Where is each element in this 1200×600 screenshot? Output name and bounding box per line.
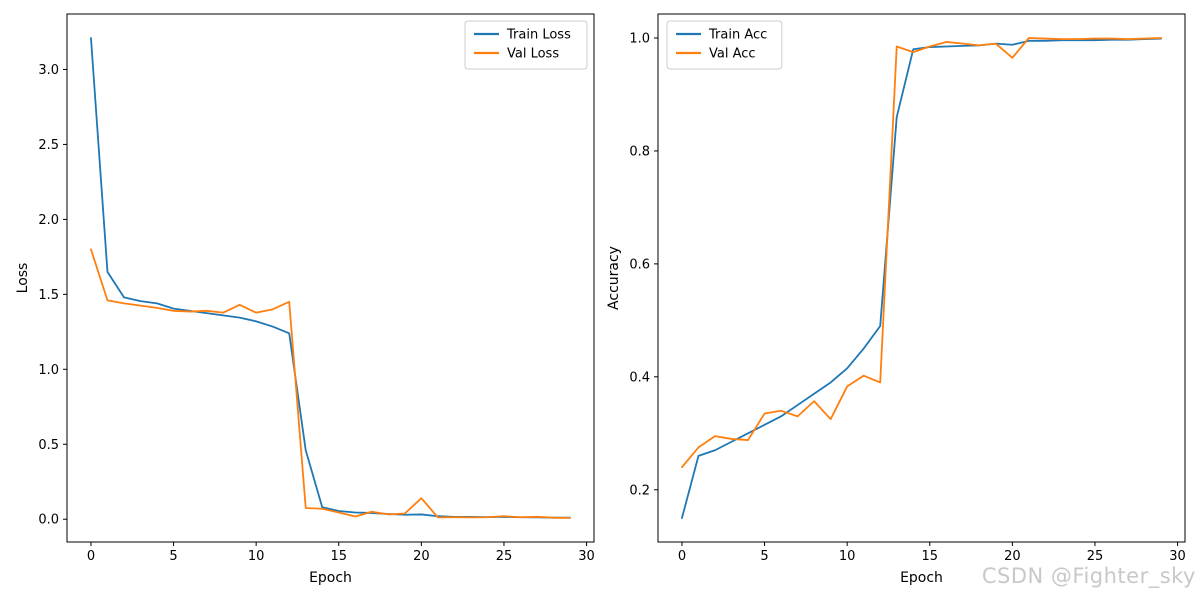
y-axis: 0.0 0.5 1.0 1.5 2.0 2.5 3.0 [38,63,67,528]
x-tick-label: 15 [921,549,938,564]
x-tick-label: 15 [330,549,347,564]
y-axis-label: Accuracy [606,246,622,310]
x-tick-label: 20 [1004,549,1021,564]
legend-item-train-acc: Train Acc [676,28,767,43]
y-tick-label: 1.0 [38,363,59,378]
y-tick-label: 0.2 [629,483,650,498]
x-tick-label: 10 [839,549,856,564]
train-acc-line [681,37,1162,519]
x-axis: 0 5 10 15 20 25 30 [678,542,1186,564]
y-tick-label: 2.0 [38,213,59,228]
axes-frame [66,13,595,543]
y-axis-label: Loss [15,263,31,294]
y-tick-label: 0.0 [38,513,59,528]
x-tick-label: 25 [496,549,513,564]
x-tick-label: 5 [169,549,177,564]
legend: Train Loss Val Loss [464,20,588,70]
y-axis: 0.2 0.4 0.6 0.8 1.0 [629,32,658,498]
y-tick-label: 2.5 [38,138,59,153]
x-axis-label: Epoch [900,570,943,586]
y-tick-label: 1.0 [629,32,650,47]
legend-label: Val Loss [507,47,559,62]
x-tick-label: 5 [760,549,768,564]
legend-item-val-acc: Val Acc [676,47,756,62]
x-tick-label: 30 [578,549,595,564]
x-tick-label: 10 [248,549,265,564]
train-loss-line [90,37,571,519]
val-acc-line [681,37,1162,469]
val-loss-line [90,248,571,519]
y-tick-label: 3.0 [38,63,59,78]
legend: Train Acc Val Acc [666,20,783,70]
legend-label: Train Loss [506,28,571,43]
x-tick-label: 20 [413,549,430,564]
x-tick-label: 0 [87,549,95,564]
y-tick-label: 0.8 [629,144,650,159]
legend-label: Train Acc [708,28,767,43]
axes-frame [657,13,1186,543]
x-tick-label: 25 [1087,549,1104,564]
x-axis: 0 5 10 15 20 25 30 [87,542,595,564]
y-tick-label: 0.6 [629,257,650,272]
y-tick-label: 0.5 [38,438,59,453]
legend-label: Val Acc [709,47,756,62]
loss-chart: 0 5 10 15 20 25 30 0.0 0.5 1.0 1.5 2.0 2.5 3.0 Epoch Lo… [15,13,595,586]
csdn-watermark: CSDN @Fighter_sky [981,564,1196,588]
x-tick-label: 0 [678,549,686,564]
y-tick-label: 0.4 [629,370,650,385]
x-tick-label: 30 [1169,549,1186,564]
legend-item-train-loss: Train Loss [474,28,571,43]
accuracy-chart: 0 5 10 15 20 25 30 0.2 0.4 0.6 0.8 1.0 Epoch Accuracy… [606,13,1186,586]
x-axis-label: Epoch [309,570,352,586]
y-tick-label: 1.5 [38,288,59,303]
legend-item-val-loss: Val Loss [474,47,559,62]
